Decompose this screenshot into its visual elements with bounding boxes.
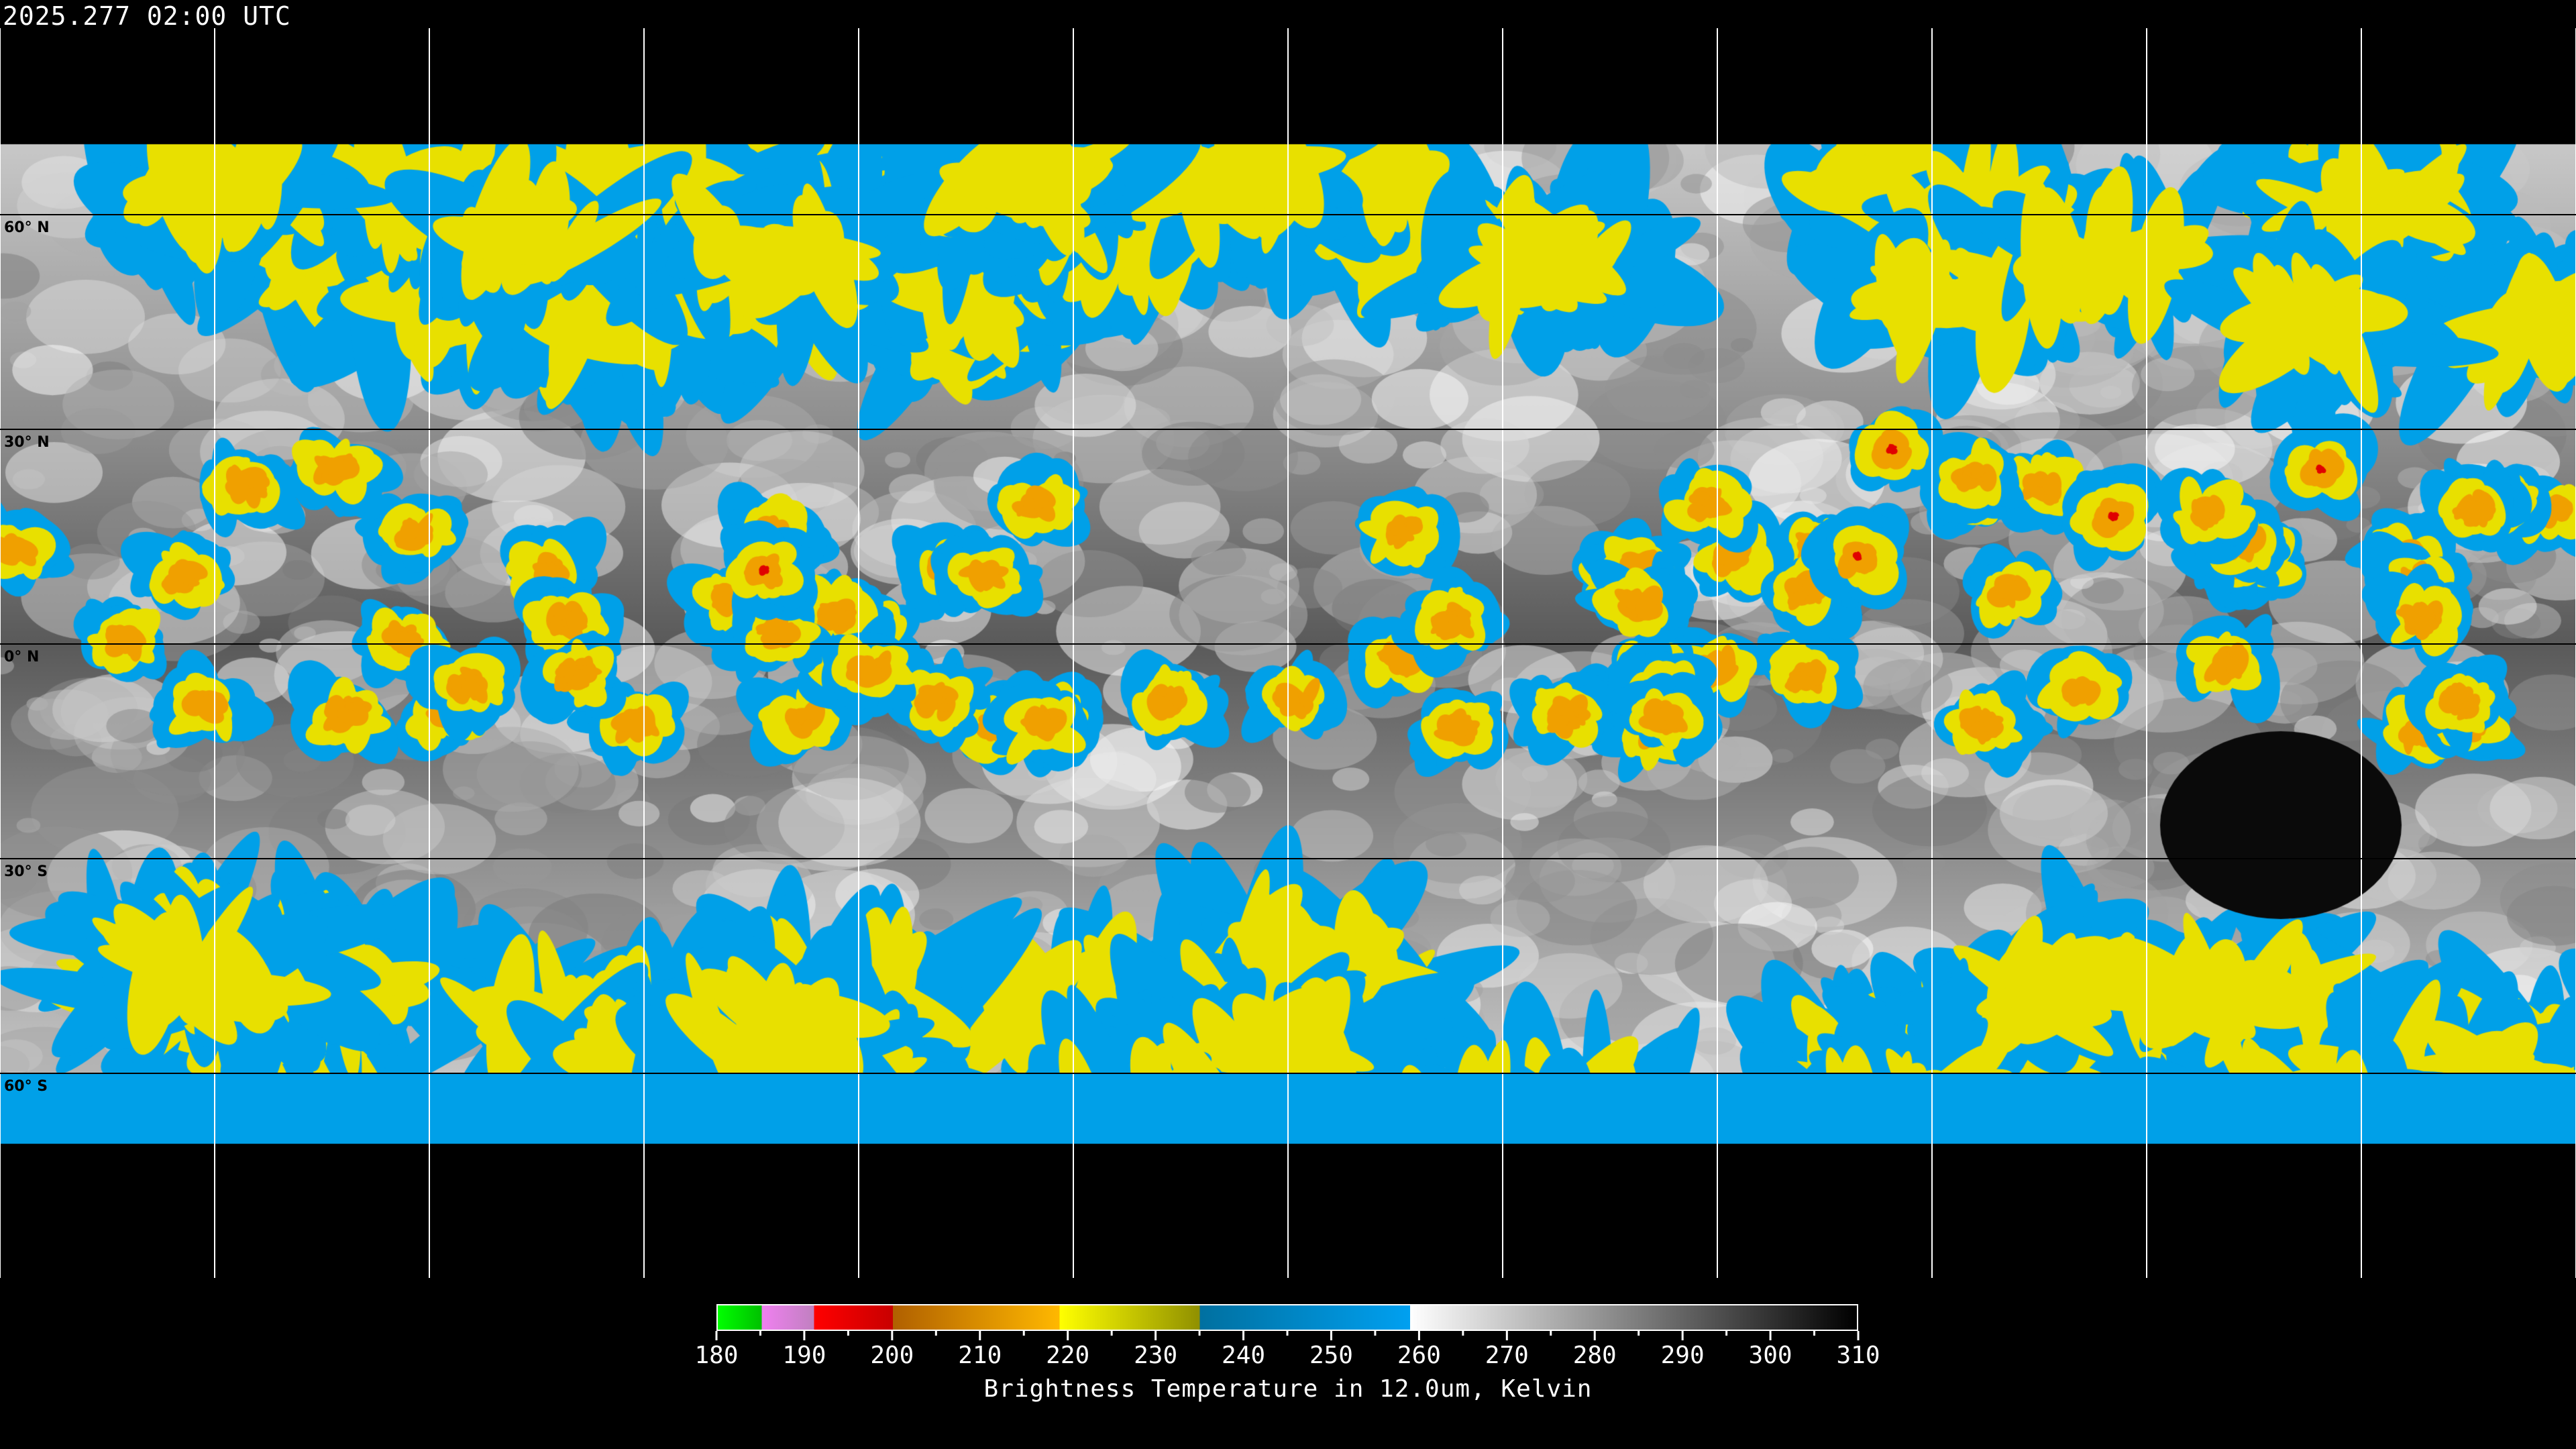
timestamp-title: 2025.277 02:00 UTC — [3, 1, 291, 31]
colorbar-title: Brightness Temperature in 12.0um, Kelvin — [983, 1375, 1593, 1403]
colorbar-label: 220 — [1046, 1342, 1090, 1369]
colorbar-label: 260 — [1397, 1342, 1441, 1369]
latitude-label: 30° S — [4, 863, 48, 880]
colorbar-label: 240 — [1222, 1342, 1266, 1369]
map-grid: 60° N 30° N 0° N 30° S 60° S — [0, 28, 2576, 1278]
latitude-label: 60° N — [4, 219, 50, 236]
colorbar-ticks — [715, 1331, 1860, 1340]
latitude-label: 0° N — [4, 649, 39, 665]
colorbar-label: 180 — [694, 1342, 739, 1369]
colorbar-label: 300 — [1748, 1342, 1792, 1369]
colorbar — [716, 1304, 1858, 1331]
colorbar-label: 200 — [870, 1342, 914, 1369]
colorbar-label: 290 — [1660, 1342, 1705, 1369]
colorbar-label: 270 — [1485, 1342, 1529, 1369]
colorbar-label: 230 — [1134, 1342, 1178, 1369]
colorbar-label: 210 — [958, 1342, 1002, 1369]
colorbar-label: 250 — [1309, 1342, 1353, 1369]
colorbar-label: 190 — [782, 1342, 826, 1369]
colorbar-label: 310 — [1836, 1342, 1880, 1369]
latitude-label: 60° S — [4, 1078, 48, 1095]
colorbar-label: 280 — [1572, 1342, 1617, 1369]
latitude-label: 30° N — [4, 434, 50, 451]
